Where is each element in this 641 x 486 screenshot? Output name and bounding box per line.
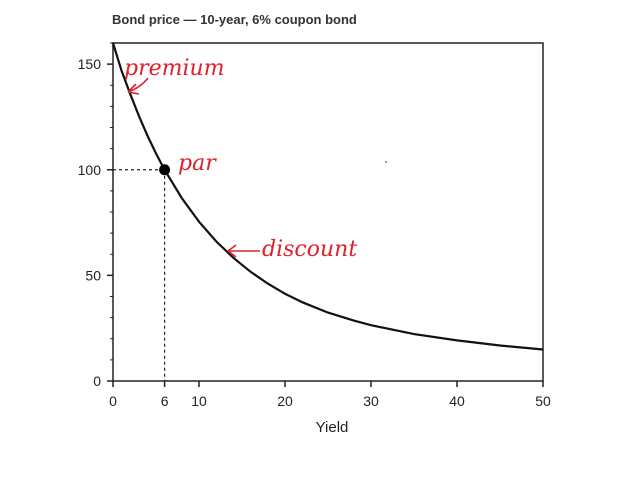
- x-tick-label: 40: [449, 393, 465, 409]
- y-tick-label: 0: [93, 373, 101, 389]
- x-tick-label: 30: [363, 393, 379, 409]
- y-tick-label: 100: [78, 162, 102, 178]
- plot-frame: [112, 42, 544, 382]
- premium-annotation: premium: [124, 56, 225, 95]
- discount-label: discount: [262, 237, 357, 262]
- discount-arrow: [227, 244, 260, 258]
- premium-label: premium: [124, 56, 225, 81]
- stray-mark: [384, 160, 388, 164]
- x-axis-title: Yield: [316, 419, 349, 436]
- x-axis: 0 6 10 20 30 40 50: [109, 381, 551, 409]
- discount-annotation: discount: [227, 237, 357, 262]
- chart-title: Bond price — 10-year, 6% coupon bond: [112, 12, 357, 27]
- x-tick-label: 10: [191, 393, 207, 409]
- y-tick-label: 50: [85, 267, 101, 283]
- x-tick-label: 0: [109, 393, 117, 409]
- price-yield-curve: [111, 42, 544, 351]
- y-tick-label: 150: [78, 56, 102, 72]
- x-tick-label: 20: [277, 393, 293, 409]
- x-tick-label: 50: [535, 393, 551, 409]
- par-annotation: par: [178, 151, 217, 176]
- par-point: [159, 164, 171, 176]
- premium-arrow: [127, 77, 149, 95]
- par-label: par: [178, 151, 217, 176]
- x-tick-label: 6: [161, 393, 169, 409]
- y-axis: 0 50 100 150: [78, 42, 113, 389]
- par-guides: [113, 169, 166, 381]
